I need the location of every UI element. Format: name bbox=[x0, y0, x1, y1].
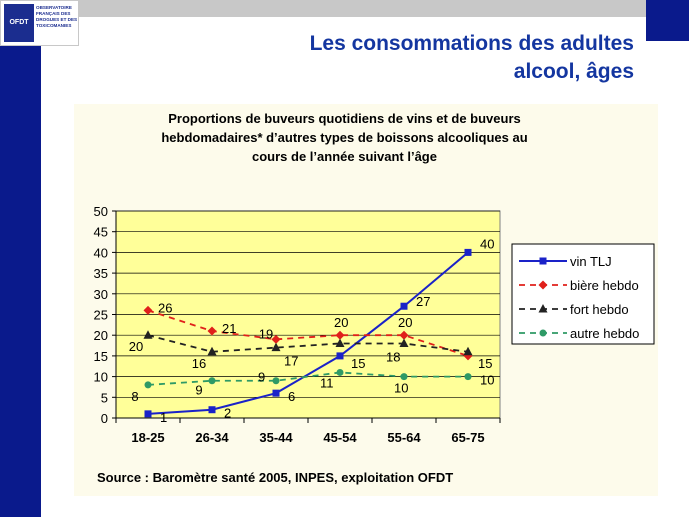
data-label: 18 bbox=[386, 349, 400, 364]
data-point bbox=[463, 346, 473, 356]
legend: vin TLJ bière hebdo fort hebdo autre hebdo bbox=[511, 243, 655, 345]
legend-marker bbox=[538, 304, 548, 313]
chart-title-line1: Proportions de buveurs quotidiens de vin… bbox=[168, 111, 521, 126]
data-point bbox=[399, 338, 409, 347]
chart-source: Source : Baromètre santé 2005, INPES, ex… bbox=[97, 470, 454, 485]
x-tick-label-45-54: 45-54 bbox=[323, 430, 357, 445]
data-point bbox=[335, 330, 345, 340]
data-point bbox=[400, 373, 408, 381]
series-bière-hebdo: 26 21 19 20 20 15 bbox=[143, 300, 492, 371]
data-label: 10 bbox=[480, 373, 494, 388]
data-label: 21 bbox=[222, 321, 236, 336]
data-point bbox=[271, 334, 281, 344]
data-point bbox=[144, 381, 152, 389]
ofdt-logo-text: OBSERVATOIRE FRANÇAIS DES DROGUES ET DES… bbox=[36, 5, 78, 28]
data-point bbox=[208, 406, 216, 414]
data-label: 9 bbox=[258, 370, 265, 385]
y-tick-label: 35 bbox=[94, 266, 108, 281]
data-label: 16 bbox=[192, 356, 206, 371]
data-point bbox=[272, 389, 280, 397]
chart-title-line2: hebdomadaires* d’autres types de boisson… bbox=[161, 130, 528, 145]
data-point bbox=[335, 338, 345, 347]
data-point bbox=[336, 368, 344, 376]
x-tick-label-35-44: 35-44 bbox=[259, 430, 293, 445]
series-line bbox=[147, 309, 469, 357]
data-point bbox=[271, 342, 281, 352]
chart-title: Proportions de buveurs quotidiens de vin… bbox=[0, 109, 689, 166]
data-label: 2 bbox=[224, 406, 231, 421]
data-label: 17 bbox=[284, 354, 298, 369]
slide-title-line2: alcool, âges bbox=[513, 60, 634, 83]
data-label: 20 bbox=[398, 315, 412, 330]
series-fort-hebdo: 20 16 17 18 bbox=[129, 330, 473, 371]
data-point bbox=[464, 248, 472, 256]
data-label: 9 bbox=[195, 383, 202, 398]
data-point bbox=[464, 373, 472, 381]
data-label: 20 bbox=[334, 315, 348, 330]
data-label: 40 bbox=[480, 236, 494, 251]
x-tick-label-18-25: 18-25 bbox=[131, 430, 164, 445]
legend-label: fort hebdo bbox=[570, 302, 629, 317]
y-tick-label: 30 bbox=[94, 287, 108, 302]
data-label: 26 bbox=[158, 300, 172, 315]
slide-title: Les consommations des adultes alcool, âg… bbox=[310, 30, 634, 86]
y-tick-label: 0 bbox=[101, 411, 108, 426]
corner-blue-block bbox=[646, 0, 689, 41]
data-label: 15 bbox=[351, 356, 365, 371]
data-label: 20 bbox=[129, 339, 143, 354]
data-label: 10 bbox=[394, 381, 408, 396]
series-autre-hebdo: 8 9 9 11 10 10 bbox=[131, 368, 494, 404]
legend-label: bière hebdo bbox=[570, 278, 639, 293]
data-point bbox=[208, 377, 216, 385]
series-line bbox=[147, 371, 468, 386]
data-point bbox=[144, 410, 152, 418]
legend-label: vin TLJ bbox=[570, 254, 612, 269]
y-tick-label: 25 bbox=[94, 308, 108, 323]
x-tick-label-65-75: 65-75 bbox=[451, 430, 484, 445]
data-point bbox=[272, 377, 280, 385]
data-label: 11 bbox=[320, 375, 334, 390]
y-tick-label: 15 bbox=[94, 349, 108, 364]
data-point bbox=[143, 330, 153, 339]
slide-title-line1: Les consommations des adultes bbox=[309, 32, 634, 55]
data-point bbox=[207, 346, 217, 356]
legend-label: autre hebdo bbox=[570, 326, 639, 341]
data-label: 6 bbox=[288, 389, 295, 404]
series-line bbox=[147, 251, 469, 415]
data-label: 19 bbox=[259, 326, 273, 341]
data-point bbox=[399, 330, 409, 340]
y-tick-label: 10 bbox=[94, 370, 108, 385]
y-tick-label: 20 bbox=[94, 328, 108, 343]
left-blue-bar bbox=[0, 0, 41, 517]
data-label: 8 bbox=[131, 389, 138, 404]
data-point bbox=[400, 302, 408, 310]
x-tick-label-55-64: 55-64 bbox=[387, 430, 421, 445]
y-tick-label: 50 bbox=[94, 204, 108, 219]
y-tick-label: 5 bbox=[101, 390, 108, 405]
data-label: 15 bbox=[478, 356, 492, 371]
data-point bbox=[336, 352, 344, 360]
chart-title-line3: cours de l’année suivant l’âge bbox=[252, 149, 437, 164]
ofdt-logo-mark: OFDT bbox=[4, 4, 34, 42]
data-label: 27 bbox=[416, 294, 430, 309]
legend-marker bbox=[539, 257, 547, 265]
y-tick-label: 45 bbox=[94, 225, 108, 240]
legend-marker bbox=[539, 329, 547, 337]
data-point bbox=[207, 326, 217, 336]
data-label: 1 bbox=[160, 410, 167, 425]
y-tick-label: 40 bbox=[94, 245, 108, 260]
data-point bbox=[143, 305, 153, 315]
top-gray-bar bbox=[79, 0, 660, 17]
series-line bbox=[147, 334, 469, 353]
ofdt-logo: OFDT OBSERVATOIRE FRANÇAIS DES DROGUES E… bbox=[0, 0, 79, 46]
legend-marker bbox=[538, 280, 548, 290]
x-tick-label-26-34: 26-34 bbox=[195, 430, 229, 445]
